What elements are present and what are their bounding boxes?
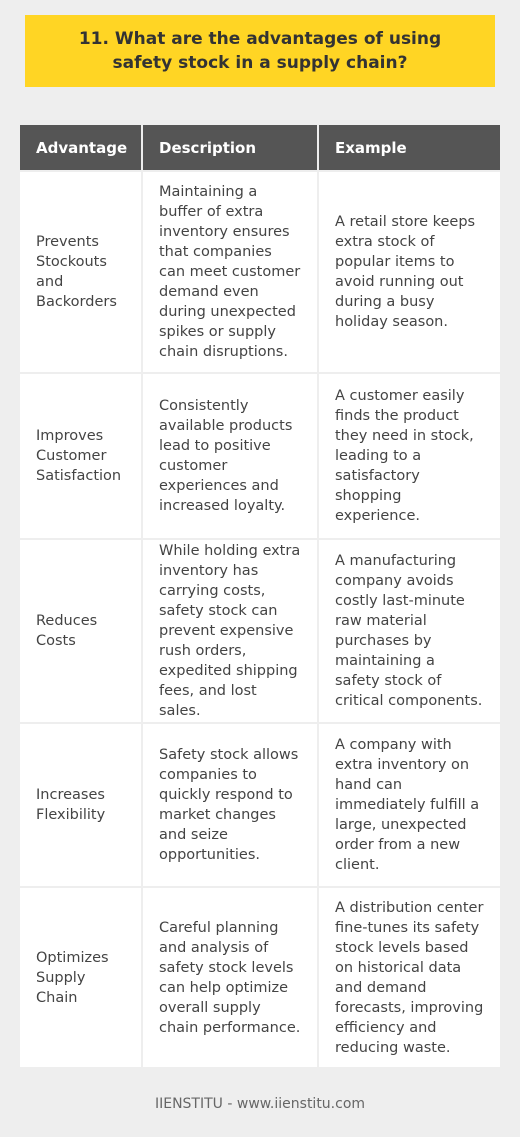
example-cell: A company with extra inventory on hand c… xyxy=(318,722,500,887)
advantage-cell: Increases Flexibility xyxy=(20,722,143,887)
table-row: Improves Customer Satisfaction Consisten… xyxy=(20,372,500,539)
column-header-advantage: Advantage xyxy=(20,125,143,171)
description-cell: While holding extra inventory has carryi… xyxy=(142,538,319,723)
table-row: Reduces Costs While holding extra invent… xyxy=(20,538,500,723)
advantage-cell: Improves Customer Satisfaction xyxy=(20,372,143,539)
table-row: Optimizes Supply Chain Careful planning … xyxy=(20,886,500,1067)
table-row: Prevents Stockouts and Backorders Mainta… xyxy=(20,170,500,373)
description-cell: Safety stock allows companies to quickly… xyxy=(142,722,319,887)
advantage-cell: Prevents Stockouts and Backorders xyxy=(20,170,143,373)
example-cell: A manufacturing company avoids costly la… xyxy=(318,538,500,723)
column-header-example: Example xyxy=(318,125,500,171)
footer-credit: IIENSTITU - www.iienstitu.com xyxy=(154,1096,366,1112)
example-cell: A retail store keeps extra stock of popu… xyxy=(318,170,500,373)
column-header-description: Description xyxy=(142,125,319,171)
example-cell: A customer easily finds the product they… xyxy=(318,372,500,539)
table-row: Increases Flexibility Safety stock allow… xyxy=(20,722,500,887)
description-cell: Careful planning and analysis of safety … xyxy=(142,886,319,1067)
page-title: 11. What are the advantages of using saf… xyxy=(25,15,495,87)
advantage-cell: Reduces Costs xyxy=(20,538,143,723)
description-cell: Consistently available products lead to … xyxy=(142,372,319,539)
example-cell: A distribution center fine-tunes its saf… xyxy=(318,886,500,1067)
advantages-table: Advantage Description Example Prevents S… xyxy=(20,125,500,1067)
description-cell: Maintaining a buffer of extra inventory … xyxy=(142,170,319,373)
table-header-row: Advantage Description Example xyxy=(20,125,500,171)
advantage-cell: Optimizes Supply Chain xyxy=(20,886,143,1067)
